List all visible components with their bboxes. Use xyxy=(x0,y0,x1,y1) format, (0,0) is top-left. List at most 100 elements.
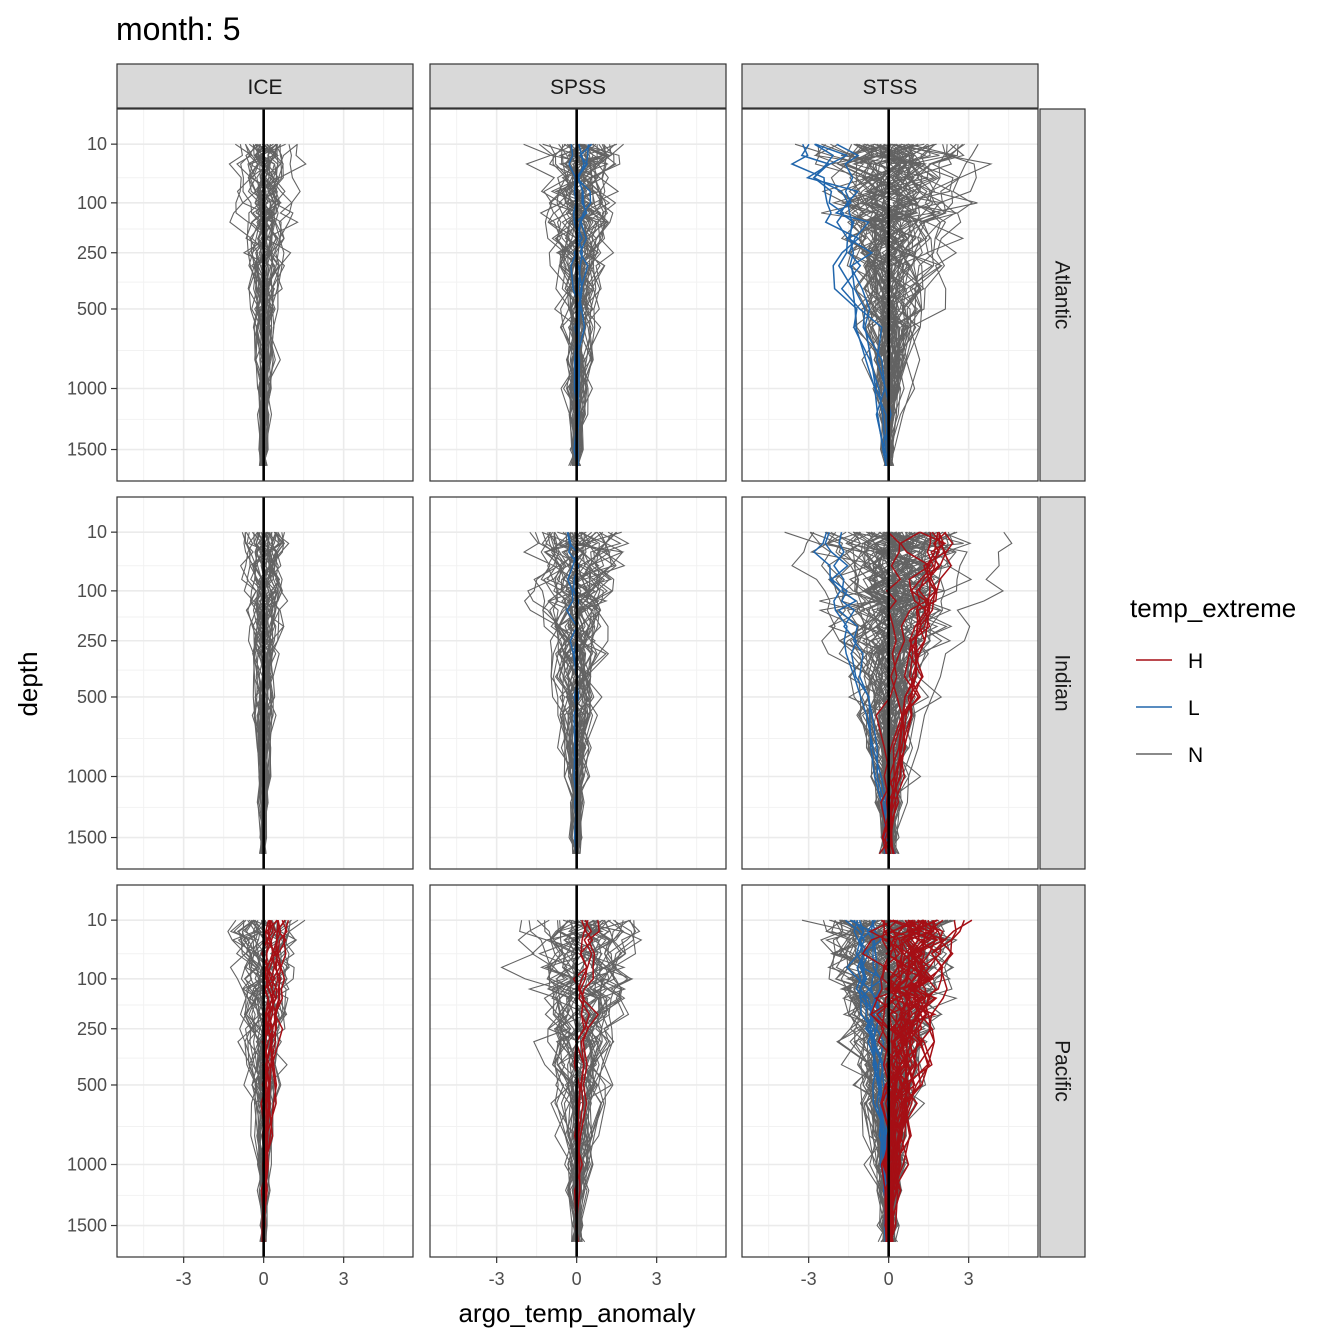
profile-line-n xyxy=(847,531,903,854)
profile-line-n xyxy=(809,531,899,855)
profile-line-h xyxy=(262,920,287,1242)
strip-pacific: Pacific xyxy=(1039,884,1086,1258)
strip-background xyxy=(1039,884,1086,1258)
profile-line-l xyxy=(824,531,896,855)
profile-line-l xyxy=(833,532,896,855)
x-tick-label: 0 xyxy=(884,1269,894,1289)
y-tick-label: 250 xyxy=(77,1019,107,1039)
y-tick-label: 1000 xyxy=(67,1155,107,1175)
profile-line-n xyxy=(233,919,269,1242)
panel-ice-pacific xyxy=(116,884,414,1258)
profile-line-n xyxy=(567,919,603,1242)
y-tick-label: 500 xyxy=(77,1075,107,1095)
x-tick-label: -3 xyxy=(176,1269,192,1289)
strip-background xyxy=(1039,496,1086,870)
profile-line-h xyxy=(889,919,944,1242)
panel-stss-atlantic xyxy=(741,108,1039,482)
legend-title: temp_extreme xyxy=(1130,593,1296,623)
profile-line-n xyxy=(881,143,936,466)
strip-background xyxy=(741,63,1039,109)
profile-line-h xyxy=(886,531,947,855)
panel-ice-atlantic xyxy=(116,108,414,482)
profile-line-n xyxy=(573,531,630,854)
x-tick-label: 3 xyxy=(964,1269,974,1289)
profile-line-n xyxy=(523,143,579,466)
legend-entry-l: L xyxy=(1136,697,1200,720)
profile-line-n xyxy=(573,531,615,854)
x-tick-label: -3 xyxy=(489,1269,505,1289)
profile-line-h xyxy=(882,532,947,855)
y-axes: 10 100 250 500 1000 1500 10 100 250 500 1000 1500 10… xyxy=(67,134,117,1236)
x-tick-label: 0 xyxy=(572,1269,582,1289)
profile-line-n xyxy=(836,143,895,466)
panel-border xyxy=(116,496,414,870)
profile-line-n xyxy=(569,143,615,467)
profile-line-h xyxy=(890,919,973,1243)
y-tick-label: 500 xyxy=(77,299,107,319)
profile-line-n xyxy=(573,531,606,854)
strip-stss: STSS xyxy=(741,63,1039,109)
profile-line-l xyxy=(565,532,580,854)
strip-label: Indian xyxy=(1051,654,1074,711)
y-axis-title: depth xyxy=(13,651,43,716)
profile-line-h xyxy=(884,531,952,854)
strip-label: STSS xyxy=(863,76,918,99)
x-axes: -3 0 3 -3 0 3 -3 0 3 xyxy=(176,1257,974,1289)
x-tick-label: 3 xyxy=(339,1269,349,1289)
profile-lines xyxy=(790,143,993,467)
y-tick-label: 1500 xyxy=(67,1216,107,1236)
y-tick-label: 10 xyxy=(87,522,107,542)
profile-line-h xyxy=(261,920,290,1242)
y-tick-label: 1500 xyxy=(67,828,107,848)
panel-stss-indian xyxy=(741,496,1039,870)
facet-strips: ICE SPSS STSS Atlantic Indian Pacific xyxy=(116,63,1086,1258)
y-tick-label: 10 xyxy=(87,134,107,154)
profile-line-n xyxy=(864,531,902,854)
panel-border xyxy=(741,884,1039,1258)
profile-line-n xyxy=(569,143,612,466)
panel-border xyxy=(741,108,1039,482)
panel-ice-indian xyxy=(116,496,414,870)
strip-spss: SPSS xyxy=(429,63,727,109)
panel-border xyxy=(429,496,727,870)
strip-label: Pacific xyxy=(1051,1040,1074,1102)
profile-line-n xyxy=(567,143,607,466)
profile-line-n xyxy=(578,919,637,1242)
strip-label: ICE xyxy=(247,76,282,99)
profile-line-n xyxy=(844,531,899,855)
profile-line-n xyxy=(261,531,284,854)
y-tick-label: 250 xyxy=(77,243,107,263)
profile-line-n xyxy=(572,143,620,467)
profile-line-h xyxy=(887,919,925,1242)
x-tick-label: 0 xyxy=(259,1269,269,1289)
profile-line-h xyxy=(890,919,965,1242)
legend-label: H xyxy=(1188,650,1203,673)
profile-line-h xyxy=(883,531,932,854)
profile-line-n xyxy=(851,143,902,466)
profile-line-n xyxy=(561,919,595,1242)
strip-indian: Indian xyxy=(1039,496,1086,870)
profile-line-n xyxy=(252,144,269,466)
profile-line-n xyxy=(866,143,937,466)
profile-line-n xyxy=(255,144,274,466)
profile-line-n xyxy=(867,143,928,466)
profile-line-n xyxy=(571,920,611,1242)
strip-atlantic: Atlantic xyxy=(1039,108,1086,482)
profile-line-l xyxy=(812,143,890,466)
strip-background xyxy=(1039,108,1086,482)
profile-line-n xyxy=(889,919,949,1243)
panel-border xyxy=(429,108,727,482)
chart-title: month: 5 xyxy=(116,11,241,47)
profile-line-h xyxy=(888,531,947,855)
profile-line-n xyxy=(231,919,265,1242)
profile-line-n xyxy=(577,919,632,1242)
profile-line-l xyxy=(834,143,892,466)
y-tick-label: 100 xyxy=(77,969,107,989)
profile-line-h xyxy=(861,919,901,1242)
y-tick-label: 500 xyxy=(77,687,107,707)
profile-line-h xyxy=(882,920,910,1242)
profile-line-n xyxy=(573,920,635,1242)
x-tick-label: -3 xyxy=(801,1269,817,1289)
profile-line-n xyxy=(550,144,588,466)
